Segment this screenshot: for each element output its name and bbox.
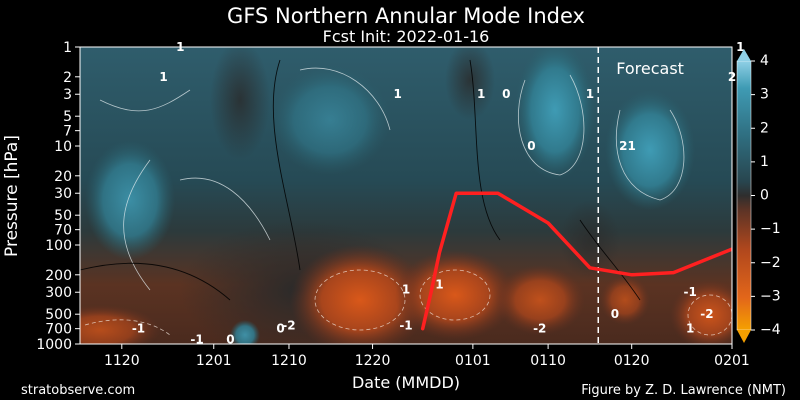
contour-label: 1 xyxy=(586,87,594,101)
colorbar-tick-label: 0 xyxy=(760,188,769,204)
y-tick-label: 10 xyxy=(54,139,72,155)
contour-label: -2 xyxy=(282,318,295,332)
contour-label: 0 xyxy=(611,307,619,321)
chart-subtitle: Fcst Init: 2022-01-16 xyxy=(323,27,490,46)
y-tick-label: 100 xyxy=(45,238,72,254)
colorbar-tick-label: 1 xyxy=(760,154,769,170)
contour-label: 0 xyxy=(276,322,284,336)
plot-frame xyxy=(79,46,733,345)
y-tick-label: 1 xyxy=(63,40,72,56)
colorbar: −4 −3 −2 −1 0 1 2 3 4 xyxy=(736,49,781,343)
y-tick-label: 3 xyxy=(63,87,72,103)
forecast-annotation: Forecast xyxy=(616,59,684,78)
y-tick-label: 5 xyxy=(63,109,72,125)
x-tick-label: 0101 xyxy=(455,353,491,369)
contour-label: 1 xyxy=(393,87,401,101)
x-tick-label: 1220 xyxy=(355,353,391,369)
contour-label: 1 xyxy=(477,87,485,101)
contour-label: 1 xyxy=(736,40,744,54)
colorbar-tick-label: −2 xyxy=(760,255,781,271)
y-tick-label: 30 xyxy=(54,186,72,202)
y-tick-label: 7 xyxy=(63,124,72,140)
y-tick-label: 20 xyxy=(54,169,72,185)
x-tick-label: 0201 xyxy=(714,353,750,369)
heatmap-field xyxy=(80,47,732,344)
y-tick-label: 2 xyxy=(63,70,72,86)
colorbar-tick-label: 4 xyxy=(760,53,769,69)
colorbar-tick-label: −4 xyxy=(760,322,781,338)
contour-label: -1 xyxy=(132,322,145,336)
y-tick-label: 50 xyxy=(54,208,72,224)
colorbar-tick-label: 3 xyxy=(760,87,769,103)
contour-label: -2 xyxy=(700,307,713,321)
y-tick-label: 1000 xyxy=(36,337,72,353)
x-tick-label: 0110 xyxy=(530,353,566,369)
x-axis: 1120 1201 1210 1220 0101 0110 0120 0201 xyxy=(104,344,750,369)
contour-label: 1 xyxy=(159,70,167,84)
x-tick-label: 1210 xyxy=(271,353,307,369)
colorbar-tick-label: −3 xyxy=(760,288,781,304)
y-tick-label: 500 xyxy=(45,307,72,323)
colorbar-tick-label: 2 xyxy=(760,120,769,136)
contour-label: 0 xyxy=(226,332,234,346)
chart-title: GFS Northern Annular Mode Index xyxy=(227,4,585,28)
contour-label: 0 xyxy=(502,87,510,101)
contour-label: -2 xyxy=(533,322,546,336)
y-tick-label: 700 xyxy=(45,322,72,338)
y-tick-label: 200 xyxy=(45,268,72,284)
y-tick-label: 70 xyxy=(54,223,72,239)
y-tick-label: 300 xyxy=(45,285,72,301)
x-tick-label: 1201 xyxy=(196,353,232,369)
contour-label: 1 xyxy=(435,277,443,291)
contour-label: 1 xyxy=(686,322,694,336)
contour-label: 2 xyxy=(619,139,627,153)
credit-left: stratobserve.com xyxy=(21,383,136,398)
contour-label: 1 xyxy=(402,282,410,296)
contour-label: -1 xyxy=(190,332,203,346)
contour-label: -1 xyxy=(399,318,412,332)
contour-label: 0 xyxy=(527,139,535,153)
x-tick-label: 1120 xyxy=(104,353,140,369)
contour-label: -1 xyxy=(684,285,697,299)
x-axis-label: Date (MMDD) xyxy=(352,373,460,392)
x-tick-label: 0120 xyxy=(614,353,650,369)
contour-label: 1 xyxy=(628,139,636,153)
colorbar-tick-label: −1 xyxy=(760,221,781,237)
y-axis-label: Pressure [hPa] xyxy=(2,135,22,257)
credit-right: Figure by Z. D. Lawrence (NMT) xyxy=(581,383,786,398)
series-line xyxy=(420,191,732,331)
